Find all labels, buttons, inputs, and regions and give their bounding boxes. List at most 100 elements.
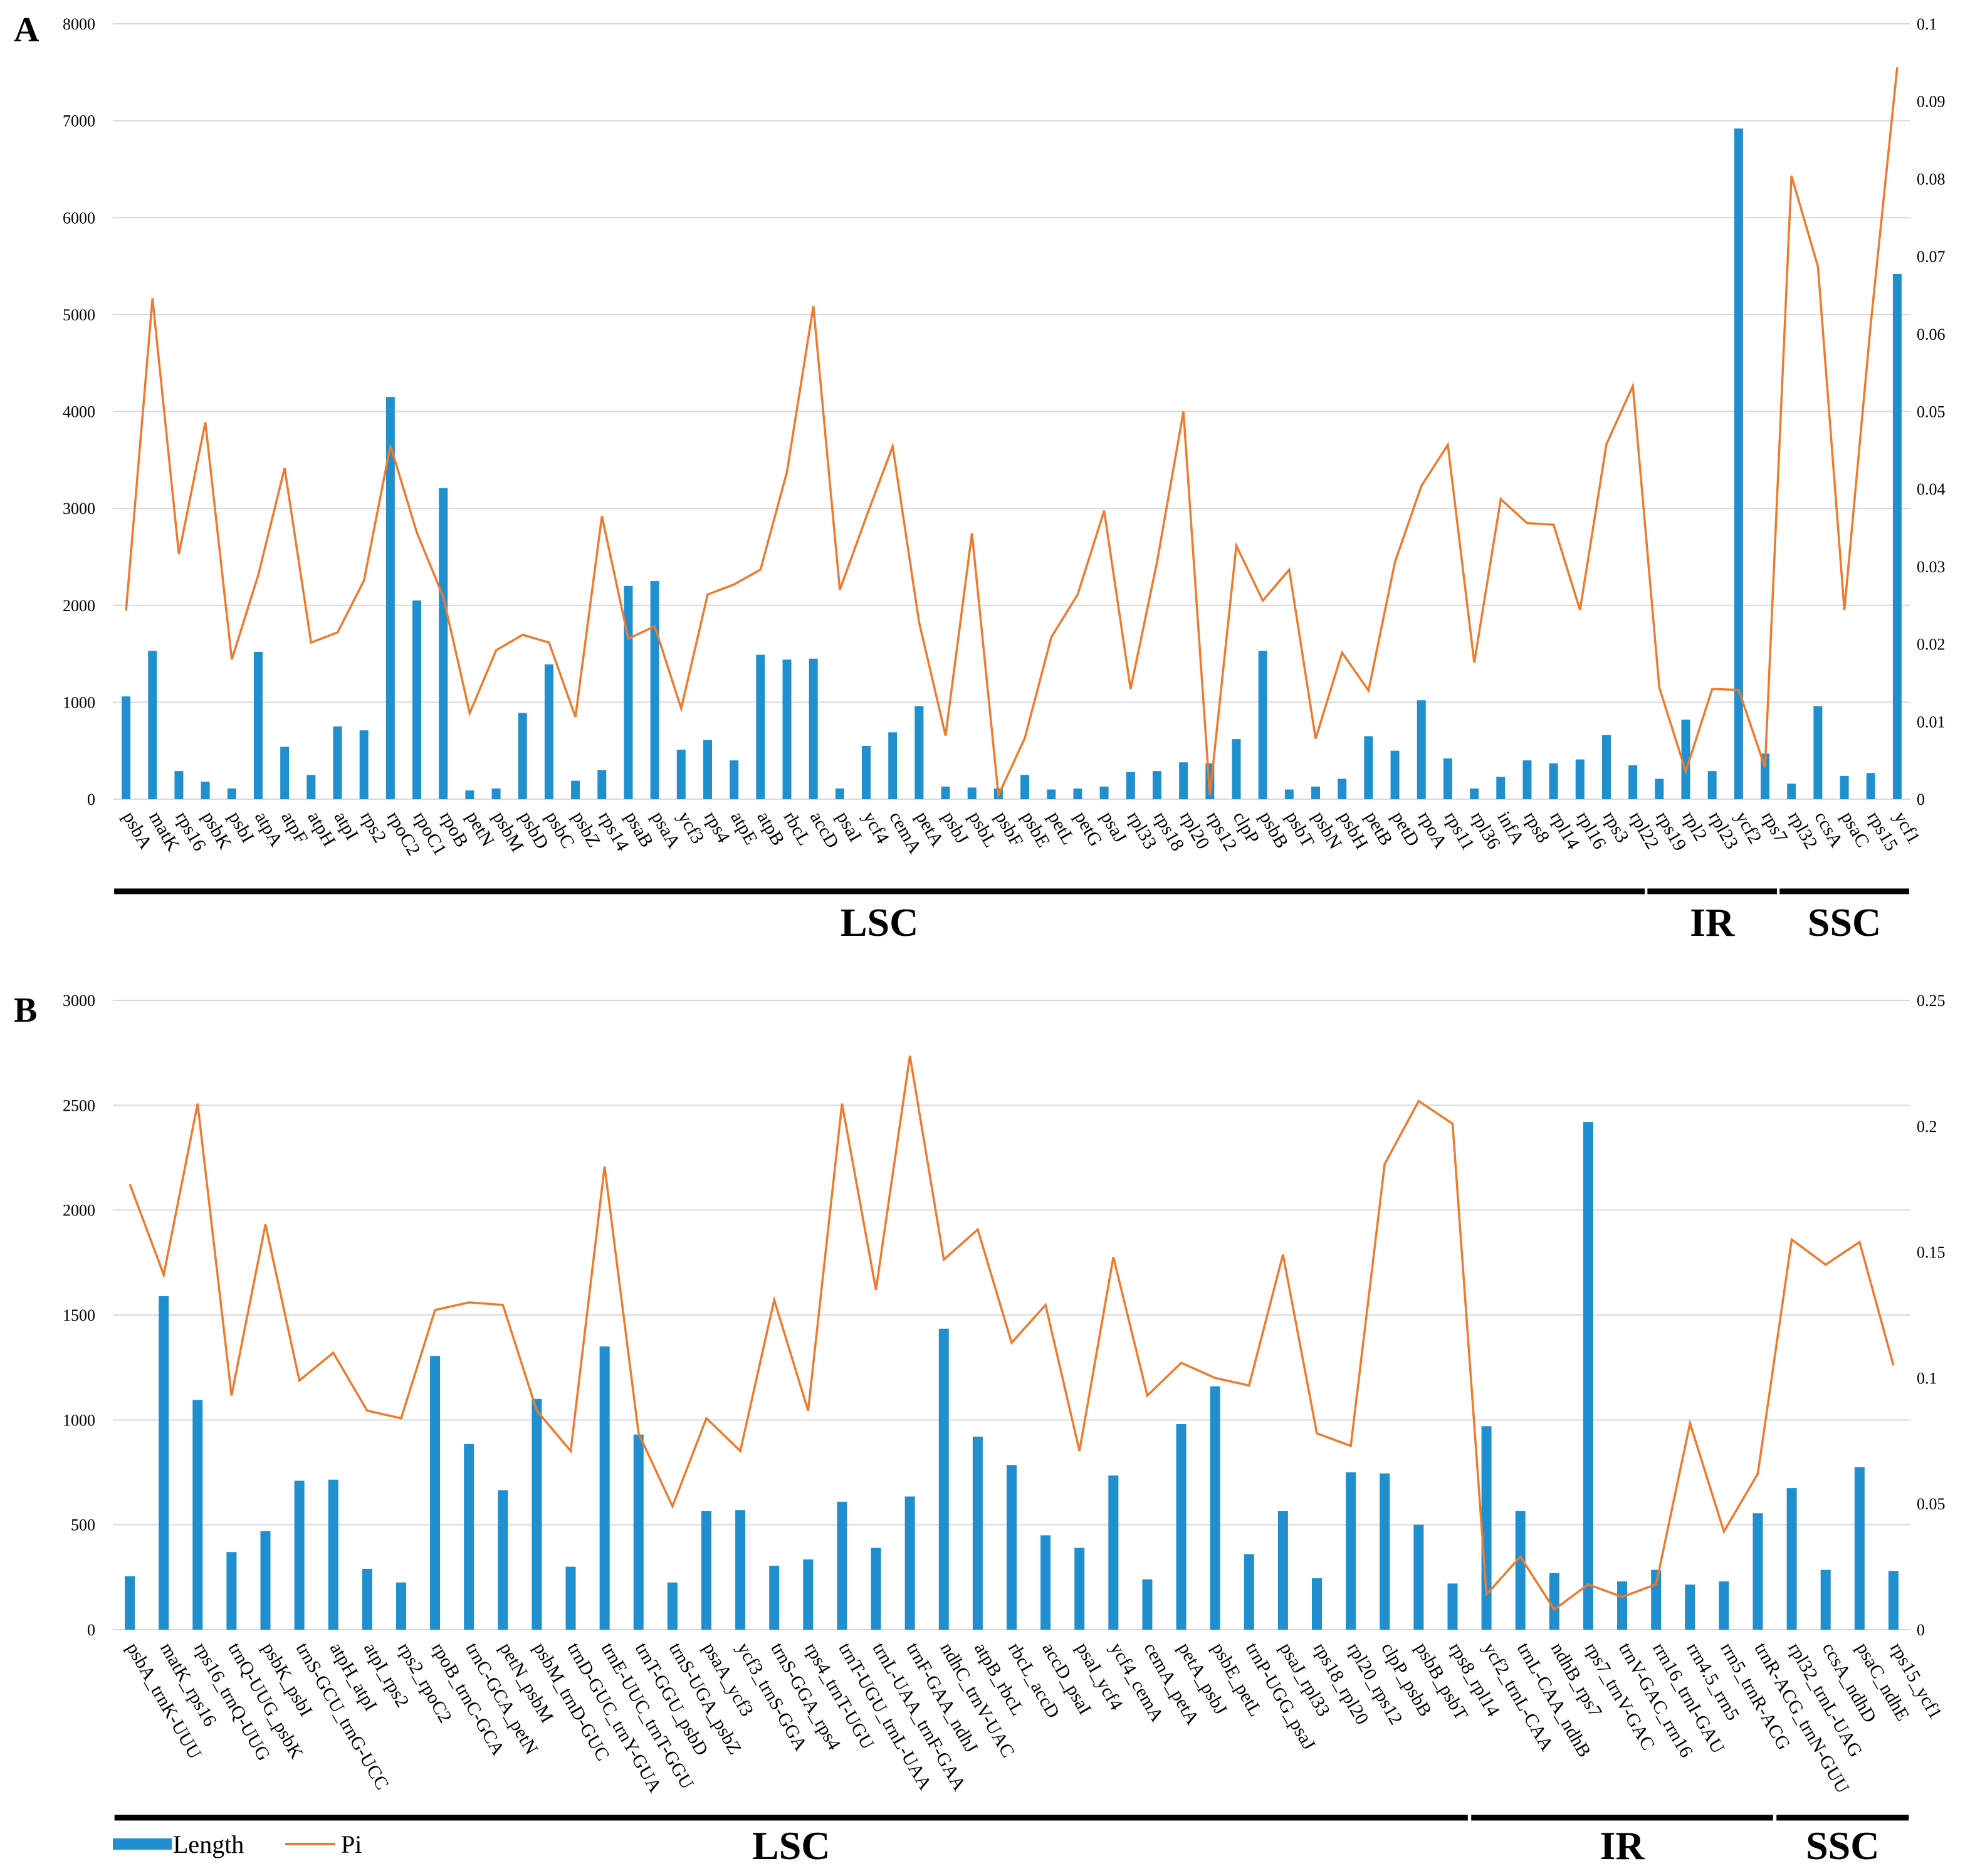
region-label-ssc: SSC bbox=[1806, 1823, 1879, 1868]
length-bar bbox=[809, 658, 818, 799]
length-bar bbox=[1892, 273, 1902, 799]
length-bar bbox=[972, 1437, 983, 1630]
length-bar bbox=[1481, 1426, 1492, 1630]
length-bar bbox=[1312, 1578, 1323, 1630]
length-bars bbox=[125, 1122, 1899, 1630]
region-label-ssc: SSC bbox=[1808, 900, 1881, 945]
length-bar bbox=[280, 747, 290, 799]
length-bars bbox=[122, 128, 1902, 799]
length-bar bbox=[914, 706, 924, 799]
length-bar bbox=[362, 1568, 372, 1630]
length-bar bbox=[544, 664, 553, 799]
length-bar bbox=[174, 771, 184, 799]
region-label-ir: IR bbox=[1690, 900, 1735, 945]
length-bar bbox=[227, 788, 236, 799]
left-tick-label: 1000 bbox=[63, 693, 95, 711]
length-bar bbox=[1380, 1473, 1390, 1630]
length-bar bbox=[122, 696, 131, 799]
length-bar bbox=[904, 1496, 915, 1630]
length-bar bbox=[1126, 772, 1135, 799]
length-bar bbox=[1338, 778, 1347, 799]
length-bar bbox=[837, 1501, 847, 1630]
legend-length-label: Length bbox=[173, 1830, 244, 1858]
length-bar bbox=[498, 1490, 508, 1630]
right-tick-label: 0.07 bbox=[1917, 248, 1946, 266]
length-bar bbox=[1575, 759, 1585, 799]
category-label: psbL bbox=[965, 808, 1002, 851]
length-bar bbox=[701, 1511, 711, 1630]
left-tick-label: 2500 bbox=[63, 1096, 95, 1114]
length-bar bbox=[192, 1400, 203, 1630]
length-bar bbox=[1108, 1475, 1119, 1630]
right-tick-label: 0 bbox=[1917, 790, 1925, 809]
left-tick-label: 7000 bbox=[63, 112, 95, 130]
length-bar bbox=[565, 1566, 576, 1630]
length-bar bbox=[125, 1576, 135, 1630]
length-bar bbox=[941, 786, 950, 799]
length-bar bbox=[396, 1582, 406, 1630]
length-bar bbox=[769, 1565, 780, 1630]
category-labels: psbA_trnK-UUUmatK_rps16rps16_trnQ-UUGtrn… bbox=[122, 1639, 1946, 1797]
length-bar bbox=[650, 581, 659, 799]
length-bar bbox=[294, 1480, 305, 1630]
length-bar bbox=[1866, 773, 1875, 799]
category-label: psbB bbox=[1255, 808, 1292, 852]
length-bar bbox=[159, 1296, 169, 1630]
right-tick-label: 0.1 bbox=[1917, 1369, 1937, 1387]
length-bar bbox=[782, 659, 792, 799]
length-bar bbox=[1074, 1548, 1085, 1630]
left-tick-label: 8000 bbox=[63, 15, 95, 33]
length-bar bbox=[676, 750, 686, 799]
right-tick-label: 0.04 bbox=[1917, 480, 1946, 498]
length-bar bbox=[1311, 786, 1321, 799]
length-bar bbox=[1651, 1569, 1662, 1630]
length-bar bbox=[1142, 1579, 1153, 1630]
category-label: rps4 bbox=[700, 808, 734, 846]
length-bar bbox=[1515, 1511, 1526, 1630]
pi-line bbox=[125, 67, 1899, 800]
length-bar bbox=[888, 732, 898, 799]
length-bar bbox=[1040, 1535, 1051, 1630]
length-bar bbox=[756, 654, 765, 799]
panel-letter: B bbox=[14, 991, 37, 1030]
category-labels: psbAmatKrps16psbKpsbIatpAatpFatpHatpIrps… bbox=[118, 808, 1924, 859]
panel-b: B 0 500 1000 1500 2000 2500 3000 0 0.05 0.1 0.15 0.2… bbox=[14, 991, 1946, 1868]
region-label-lsc: LSC bbox=[841, 900, 919, 945]
length-bar bbox=[1734, 128, 1743, 799]
left-tick-label: 2000 bbox=[63, 1202, 95, 1220]
length-bar bbox=[1244, 1554, 1254, 1630]
category-label: rps7 bbox=[1758, 808, 1791, 846]
length-bar bbox=[1549, 1573, 1559, 1630]
category-label: petD bbox=[1387, 808, 1423, 850]
length-bar bbox=[1346, 1472, 1356, 1630]
length-bar bbox=[1787, 783, 1796, 799]
length-bar bbox=[1417, 700, 1426, 799]
right-tick-label: 0 bbox=[1917, 1621, 1925, 1639]
length-bar bbox=[1258, 651, 1267, 799]
left-tick-label: 4000 bbox=[63, 403, 95, 421]
left-tick-label: 0 bbox=[87, 790, 95, 809]
length-bar bbox=[1655, 778, 1664, 799]
length-bar bbox=[667, 1582, 678, 1630]
length-bar bbox=[1820, 1569, 1831, 1630]
length-bar bbox=[1277, 1511, 1288, 1630]
region-label-lsc: LSC bbox=[752, 1823, 830, 1868]
length-bar bbox=[1470, 788, 1479, 799]
length-bar bbox=[328, 1479, 338, 1630]
legend-length-swatch bbox=[113, 1838, 172, 1850]
right-tick-label: 0.02 bbox=[1917, 636, 1946, 654]
category-label: psbE bbox=[1017, 808, 1054, 851]
length-bar bbox=[1390, 750, 1400, 799]
length-bar bbox=[491, 788, 501, 799]
category-label: atpH bbox=[303, 808, 340, 850]
category-label: psbF bbox=[991, 808, 1027, 850]
length-bar bbox=[1020, 775, 1030, 799]
left-tick-label: 6000 bbox=[63, 209, 95, 227]
length-bar bbox=[260, 1531, 271, 1630]
length-bar bbox=[1413, 1524, 1424, 1630]
length-bar bbox=[1681, 720, 1690, 799]
length-bar bbox=[967, 787, 977, 799]
category-label: accD bbox=[806, 808, 843, 852]
left-tick-label: 1500 bbox=[63, 1306, 95, 1324]
